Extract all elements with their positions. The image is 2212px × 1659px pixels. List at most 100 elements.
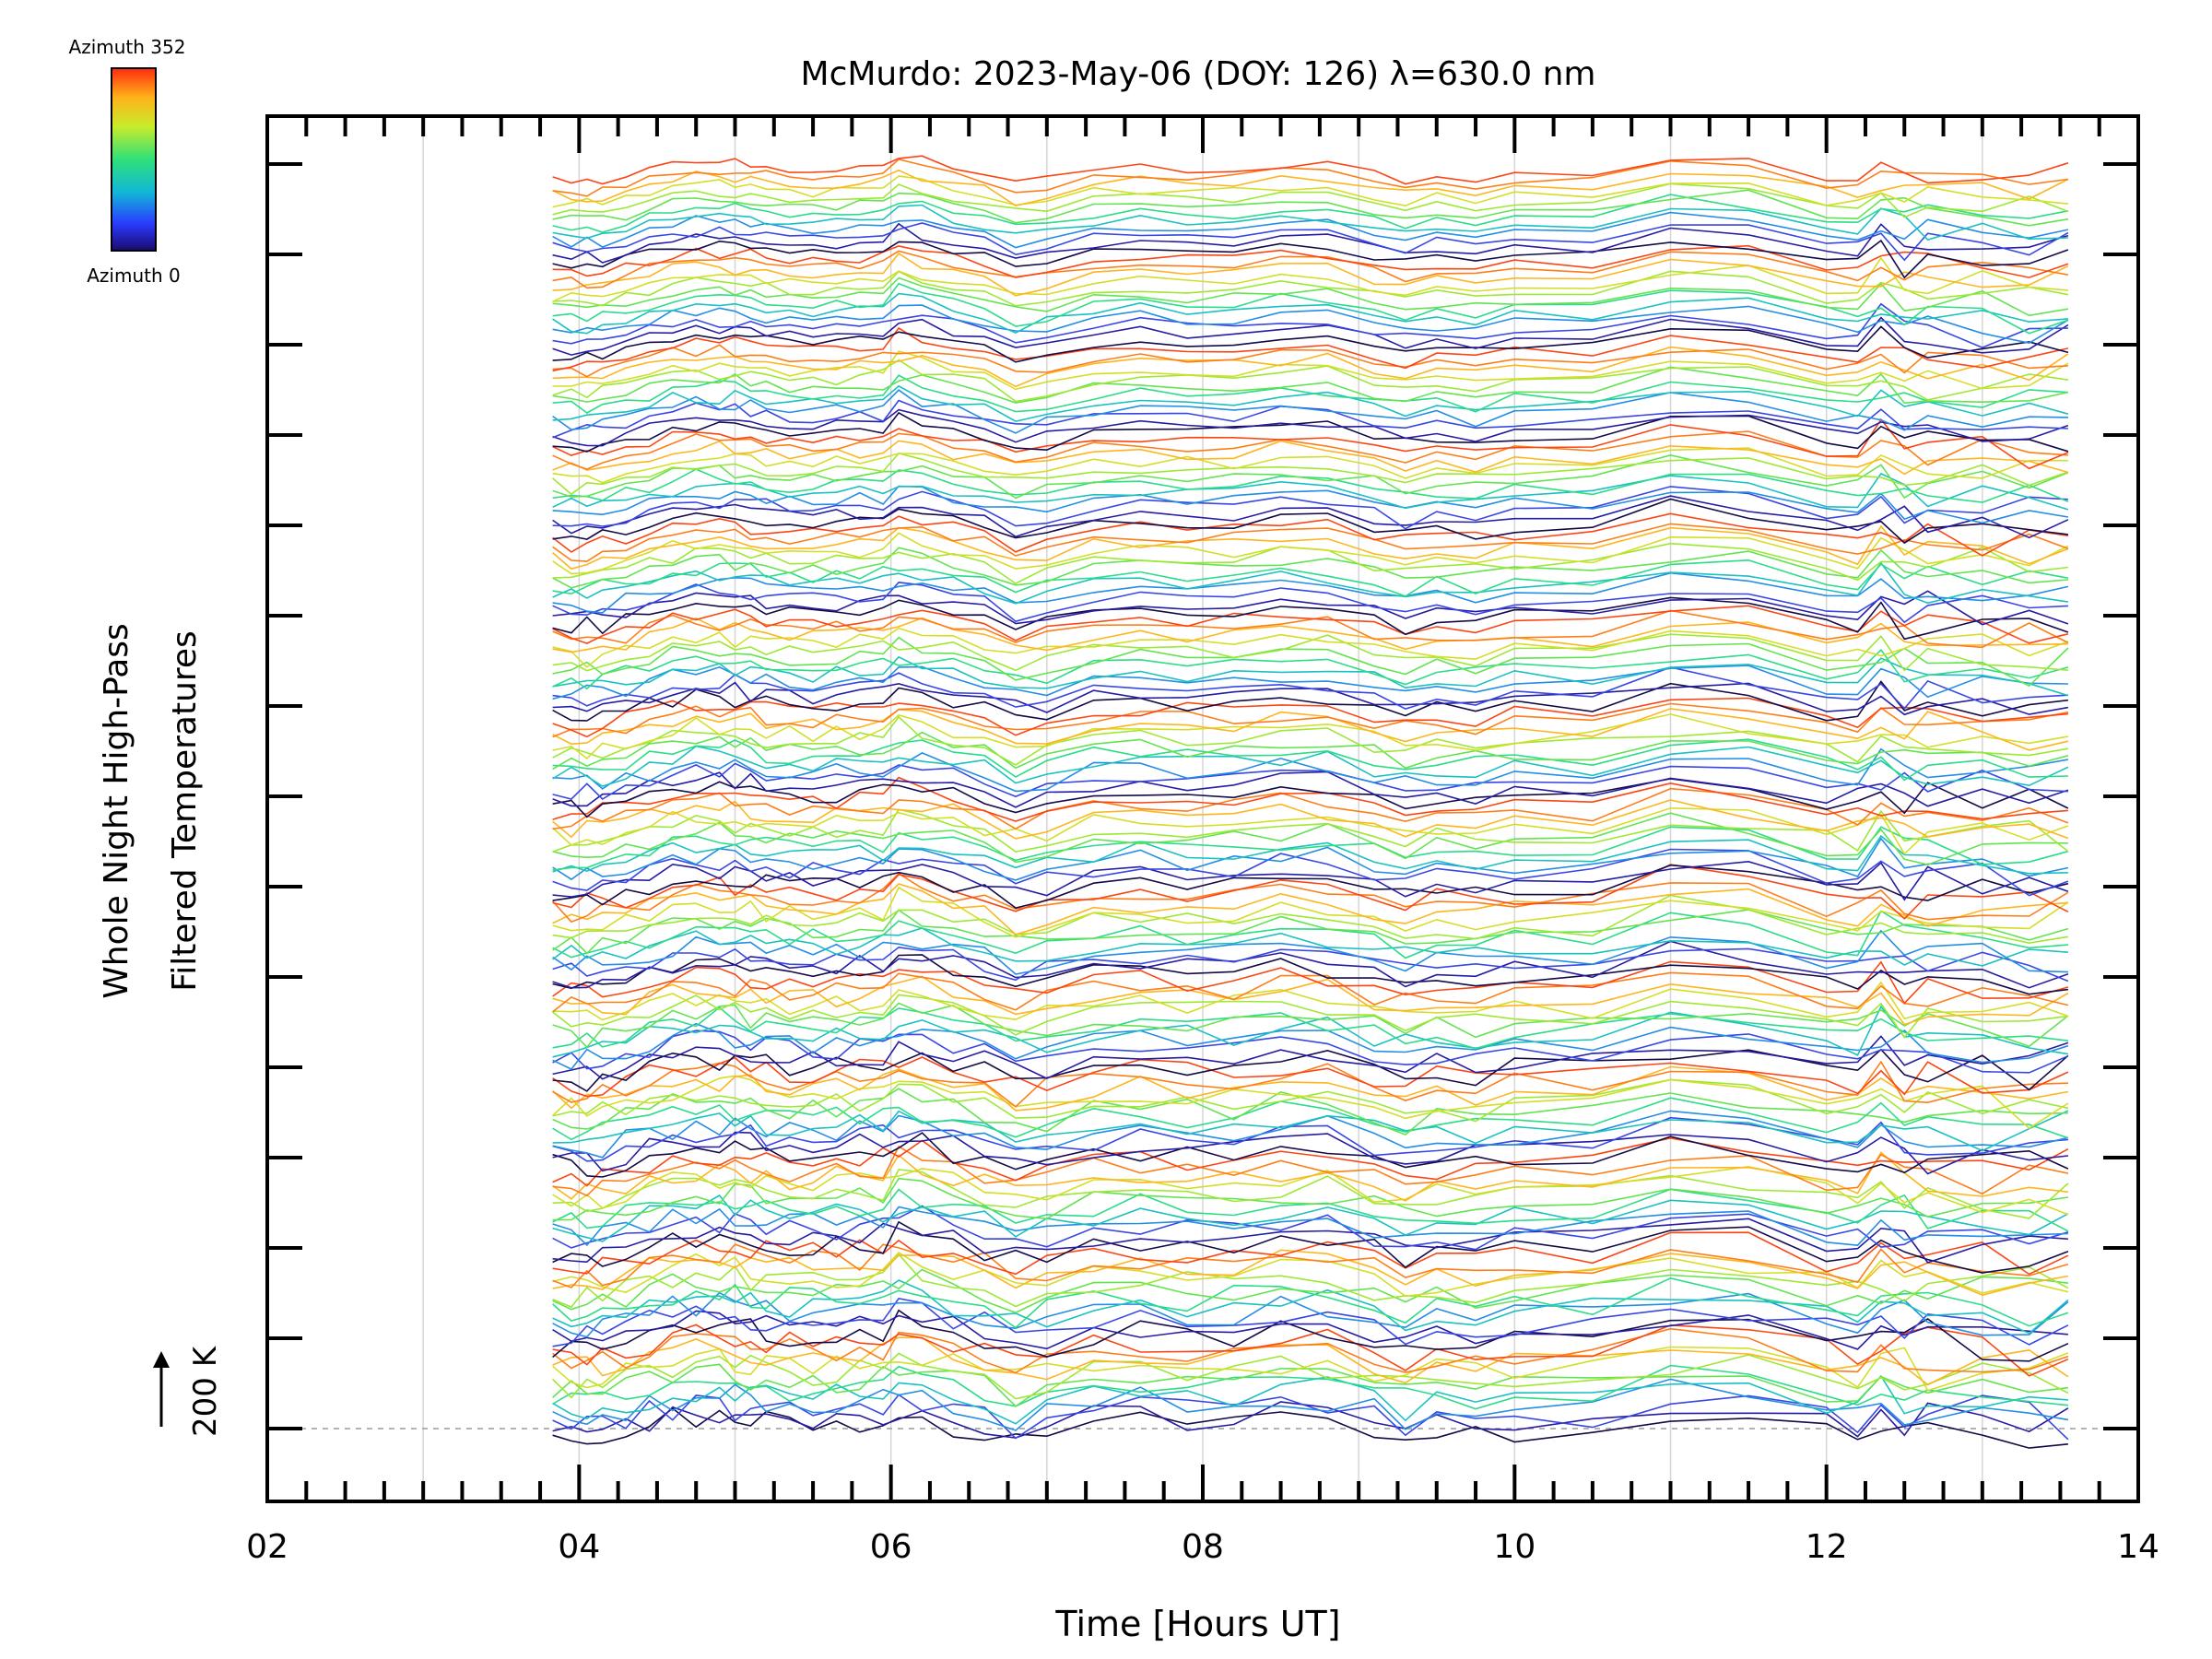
trace-92: [552, 713, 2069, 760]
trace-115: [552, 542, 2068, 585]
trace-145: [552, 316, 2069, 356]
trace-143: [552, 326, 2069, 372]
trace-120: [552, 498, 2068, 545]
trace-163: [552, 182, 2069, 218]
trace-45: [552, 1065, 2069, 1112]
legend: Azimuth 352 Azimuth 0: [69, 36, 186, 287]
trace-81: [552, 799, 2069, 840]
trace-100: [552, 655, 2069, 697]
trace-151: [552, 270, 2069, 307]
trace-117: [552, 524, 2069, 571]
trace-10: [552, 1327, 2069, 1374]
trace-83: [552, 776, 2068, 822]
trace-13: [552, 1310, 2068, 1350]
trace-72: [552, 864, 2069, 909]
trace-125: [552, 468, 2069, 503]
x-tick-label-08: 08: [1182, 1528, 1224, 1566]
trace-107: [552, 605, 2069, 644]
trace-124: [552, 472, 2069, 511]
trace-54: [552, 1002, 2069, 1049]
trace-118: [552, 523, 2069, 562]
trace-21: [552, 1249, 2069, 1297]
trace-146: [552, 302, 2068, 348]
trace-93: [552, 708, 2069, 751]
trace-167: [552, 155, 2069, 185]
trace-97: [552, 681, 2069, 716]
trace-47: [552, 1056, 2069, 1098]
trace-95: [552, 697, 2068, 738]
trace-142: [552, 344, 2068, 378]
trace-7: [552, 1352, 2069, 1400]
trace-75: [552, 837, 2069, 881]
trace-67: [552, 894, 2069, 945]
trace-65: [552, 910, 2068, 959]
trace-1: [552, 1401, 2069, 1439]
chart-title: McMurdo: 2023-May-06 (DOY: 126) λ=630.0 …: [801, 55, 1596, 93]
trace-24: [552, 1220, 2069, 1274]
trace-14: [552, 1298, 2069, 1347]
trace-36: [552, 1132, 2069, 1178]
trace-59: [552, 960, 2069, 1005]
trace-38: [552, 1116, 2068, 1162]
trace-128: [552, 447, 2068, 484]
trace-88: [552, 745, 2069, 787]
trace-166: [552, 159, 2069, 197]
trace-129: [552, 440, 2069, 476]
scale-arrow-head: [153, 1351, 170, 1368]
trace-34: [552, 1145, 2069, 1197]
x-tick-label-12: 12: [1806, 1528, 1848, 1566]
trace-85: [552, 771, 2069, 808]
trace-43: [552, 1078, 2069, 1123]
x-tick-label-14: 14: [2117, 1528, 2159, 1566]
trace-33: [552, 1151, 2068, 1202]
trace-158: [552, 222, 2069, 262]
x-tick-labels: 02 04 06 08 10 12 14: [246, 1528, 2159, 1566]
trace-133: [552, 408, 2069, 447]
legend-title-bottom: Azimuth 0: [87, 265, 181, 287]
trace-69: [552, 883, 2068, 935]
trace-148: [552, 292, 2068, 335]
trace-140: [552, 350, 2069, 391]
trace-150: [552, 276, 2069, 317]
trace-96: [552, 680, 2068, 722]
trace-68: [552, 886, 2069, 938]
trace-27: [552, 1206, 2068, 1247]
trace-108: [552, 596, 2069, 641]
temperature-traces: [552, 155, 2069, 1449]
trace-86: [552, 762, 2068, 801]
trace-58: [552, 971, 2069, 1013]
trace-130: [552, 430, 2068, 470]
trace-116: [552, 532, 2069, 575]
trace-119: [552, 512, 2069, 557]
trace-17: [552, 1277, 2069, 1329]
trace-159: [552, 211, 2069, 249]
trace-162: [552, 189, 2069, 227]
trace-3: [552, 1378, 2069, 1431]
trace-164: [552, 175, 2068, 208]
x-axis-label: Time [Hours UT]: [1054, 1604, 1340, 1644]
trace-41: [552, 1097, 2069, 1141]
axes: [265, 114, 2140, 1503]
trace-105: [552, 617, 2068, 653]
trace-56: [552, 981, 2069, 1021]
trace-112: [552, 561, 2069, 605]
trace-138: [552, 366, 2069, 405]
trace-70: [552, 872, 2069, 924]
trace-109: [552, 590, 2069, 626]
trace-110: [552, 582, 2068, 624]
trace-141: [552, 346, 2069, 388]
y-axis-label-line2: Filtered Temperatures: [166, 630, 204, 992]
trace-123: [552, 485, 2069, 524]
trace-160: [552, 204, 2068, 241]
trace-66: [552, 909, 2069, 955]
trace-12: [552, 1309, 2069, 1362]
x-tick-label-04: 04: [558, 1528, 600, 1566]
trace-55: [552, 994, 2068, 1039]
trace-90: [552, 731, 2069, 771]
trace-37: [552, 1131, 2068, 1175]
colorbar: [111, 67, 157, 252]
trace-127: [552, 453, 2069, 496]
trace-153: [552, 252, 2069, 297]
trace-18: [552, 1268, 2068, 1314]
